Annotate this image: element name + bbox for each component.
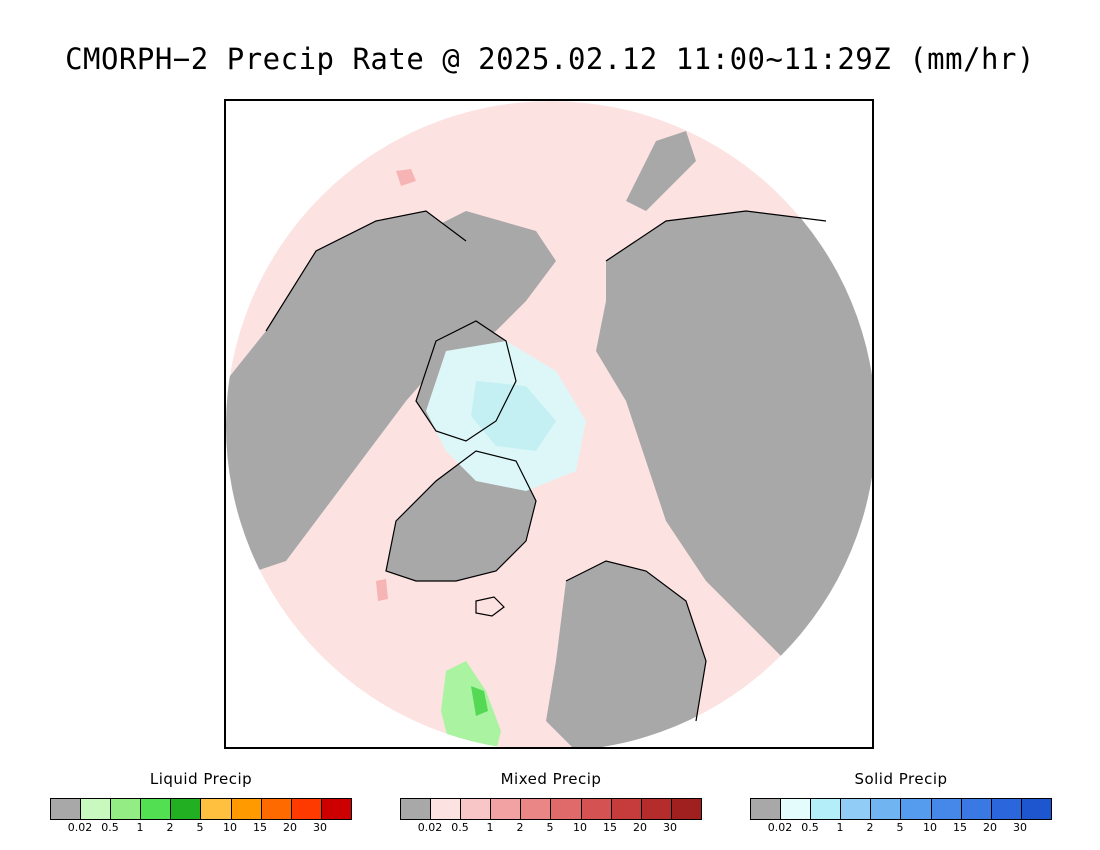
liquid-precip-area xyxy=(441,661,501,747)
legend-swatch xyxy=(231,799,262,819)
legend-mixed-precip: Mixed Precip 0.02 0.5 1 2 5 10 15 20 30 xyxy=(400,770,702,835)
legend-colorbar xyxy=(400,798,702,820)
legend-tick-label: 2 xyxy=(866,821,874,834)
map-disc xyxy=(226,101,872,747)
legend-tick-label: 10 xyxy=(923,821,937,834)
liquid-precip-core xyxy=(471,686,488,716)
polar-map xyxy=(226,101,872,747)
legend-tick-label: 20 xyxy=(983,821,997,834)
legend-tick-label: 0.5 xyxy=(451,821,469,834)
land-region-europe xyxy=(546,561,706,747)
legend-tick-label: 5 xyxy=(896,821,904,834)
legend-tick-label: 0.02 xyxy=(417,821,443,834)
legend-tick-label: 20 xyxy=(283,821,297,834)
legend-swatch xyxy=(991,799,1022,819)
legend-swatch xyxy=(611,799,642,819)
legend-swatch xyxy=(111,799,142,819)
legend-tick-label: 0.02 xyxy=(767,821,793,834)
legend-colorbar xyxy=(750,798,1052,820)
legend-swatch xyxy=(781,799,812,819)
legend-tick-label: 15 xyxy=(953,821,967,834)
coastline-asia xyxy=(265,210,467,332)
legend-swatch xyxy=(141,799,172,819)
legend-tick-label: 10 xyxy=(223,821,237,834)
legend-tick-label: 10 xyxy=(573,821,587,834)
solid-precip-core xyxy=(471,381,556,451)
legend-liquid-precip: Liquid Precip 0.02 0.5 1 2 5 10 15 20 30 xyxy=(50,770,352,835)
legend-swatch xyxy=(401,799,432,819)
legend-tick-label: 15 xyxy=(603,821,617,834)
legend-ticks: 0.02 0.5 1 2 5 10 15 20 30 xyxy=(400,821,702,835)
legend-tick-label: 30 xyxy=(663,821,677,834)
legend-colorbar xyxy=(50,798,352,820)
legend-swatch xyxy=(51,799,82,819)
land-region-asia xyxy=(226,211,466,571)
legend-swatch xyxy=(751,799,782,819)
coastline-europe xyxy=(565,560,707,722)
legend-title: Solid Precip xyxy=(854,770,948,788)
legend-tick-label: 2 xyxy=(516,821,524,834)
legend-tick-label: 0.5 xyxy=(801,821,819,834)
page-title: CMORPH−2 Precip Rate @ 2025.02.12 11:00~… xyxy=(65,42,1035,76)
coastline-iceland xyxy=(475,596,505,617)
legend-swatch xyxy=(871,799,902,819)
legend-tick-label: 5 xyxy=(546,821,554,834)
legend-swatch xyxy=(551,799,582,819)
legend-tick-label: 2 xyxy=(166,821,174,834)
legend-swatch xyxy=(291,799,322,819)
legend-swatch xyxy=(581,799,612,819)
mixed-precip-spot xyxy=(376,579,388,601)
legend-tick-label: 1 xyxy=(136,821,144,834)
legend-swatch xyxy=(321,799,351,819)
legend-swatch xyxy=(1021,799,1051,819)
legend-swatch xyxy=(671,799,701,819)
legend-tick-label: 1 xyxy=(836,821,844,834)
legend-swatch xyxy=(901,799,932,819)
legend-swatch xyxy=(201,799,232,819)
land-region-north-america xyxy=(596,211,872,681)
legend-title: Mixed Precip xyxy=(500,770,602,788)
legend-tick-label: 15 xyxy=(253,821,267,834)
legend-swatch xyxy=(171,799,202,819)
map-frame xyxy=(224,99,874,749)
legend-swatch xyxy=(461,799,492,819)
coastline-north-america xyxy=(605,210,827,262)
land-region-siberia xyxy=(406,211,556,351)
legend-tick-label: 0.5 xyxy=(101,821,119,834)
land-region-alaska xyxy=(626,131,696,211)
legend-swatch xyxy=(261,799,292,819)
legend-swatch xyxy=(841,799,872,819)
legend-swatch xyxy=(641,799,672,819)
legend-swatch xyxy=(431,799,462,819)
legend-swatch xyxy=(931,799,962,819)
mixed-precip-spot xyxy=(396,169,416,186)
legend-swatch xyxy=(81,799,112,819)
coastlines xyxy=(265,210,827,722)
legend-swatch xyxy=(521,799,552,819)
legend-tick-label: 5 xyxy=(196,821,204,834)
legend-tick-label: 30 xyxy=(1013,821,1027,834)
legend-tick-label: 0.02 xyxy=(67,821,93,834)
legend-solid-precip: Solid Precip 0.02 0.5 1 2 5 10 15 20 30 xyxy=(750,770,1052,835)
coastline-greenland xyxy=(385,450,537,582)
coastline-arctic-islands xyxy=(415,320,517,442)
legend-tick-label: 1 xyxy=(486,821,494,834)
legend-title: Liquid Precip xyxy=(149,770,253,788)
legend-swatch xyxy=(811,799,842,819)
legend-swatch xyxy=(491,799,522,819)
legend-swatch xyxy=(961,799,992,819)
legend-ticks: 0.02 0.5 1 2 5 10 15 20 30 xyxy=(750,821,1052,835)
legend-ticks: 0.02 0.5 1 2 5 10 15 20 30 xyxy=(50,821,352,835)
legend-tick-label: 20 xyxy=(633,821,647,834)
legend-tick-label: 30 xyxy=(313,821,327,834)
